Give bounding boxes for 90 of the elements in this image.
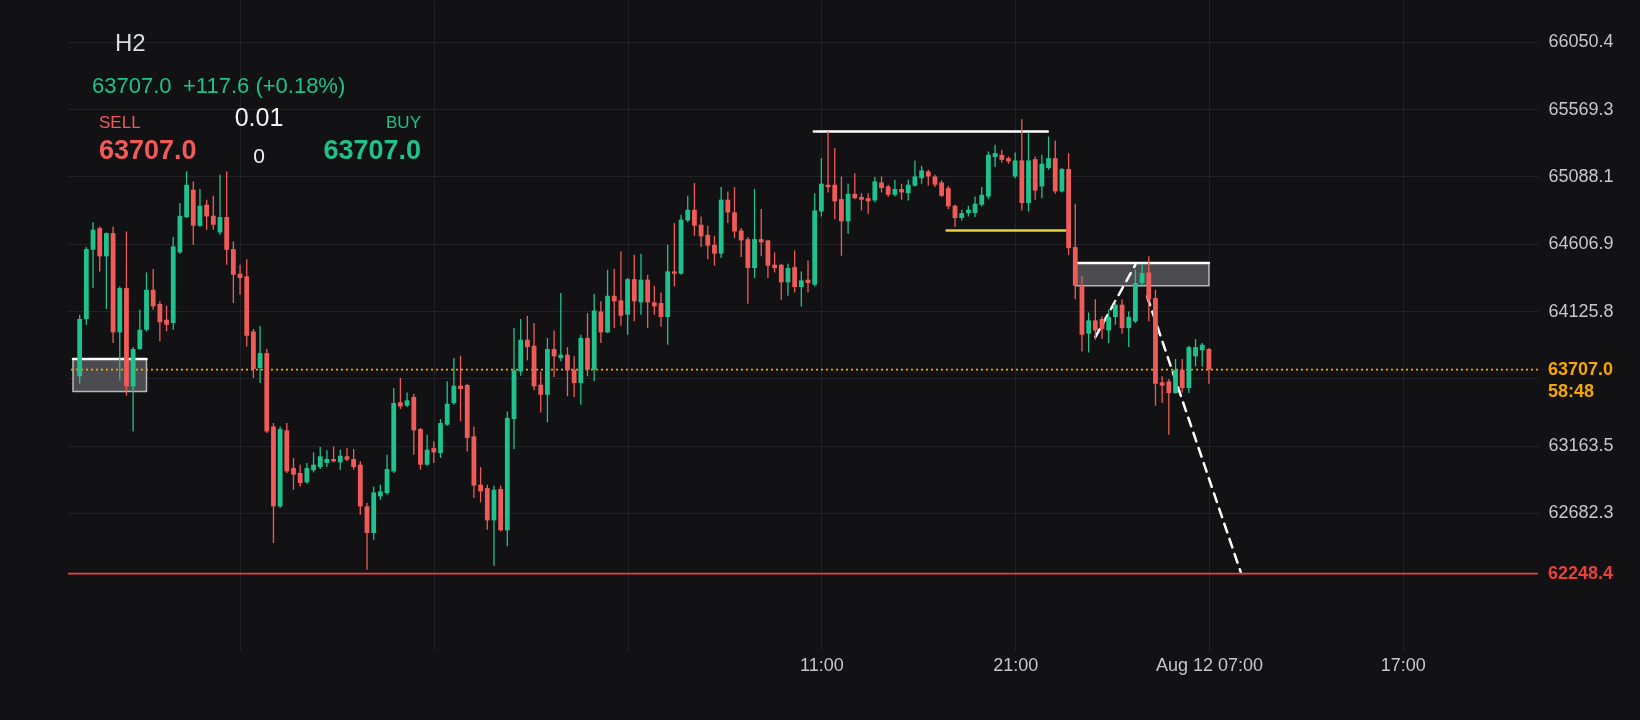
annotation: BUY	[386, 113, 421, 132]
candlestick	[992, 144, 998, 168]
candlestick	[892, 179, 898, 198]
candlestick	[865, 192, 871, 215]
candlestick	[611, 268, 617, 329]
candlestick	[671, 222, 677, 288]
candlestick	[478, 466, 483, 503]
candlestick	[712, 235, 717, 267]
text: 58:48	[1548, 381, 1595, 401]
candlestick	[919, 165, 924, 185]
candlestick	[351, 448, 357, 471]
candlestick	[431, 440, 437, 464]
candlestick	[631, 254, 637, 323]
candlestick	[1139, 263, 1145, 288]
y-tick-label: 62682.3	[1548, 502, 1614, 523]
candlestick	[1126, 310, 1132, 348]
y-tick-label: 64606.9	[1548, 233, 1614, 254]
candlestick	[524, 315, 530, 362]
candlestick	[1039, 154, 1045, 199]
text: H2	[115, 29, 146, 56]
ref-line-label: 62248.4	[1548, 562, 1614, 583]
candlestick	[692, 182, 697, 237]
y-tick-label: 64125.8	[1548, 300, 1614, 321]
candlestick	[979, 186, 985, 208]
candlestick	[772, 251, 777, 274]
candlestick	[1092, 298, 1098, 341]
candlestick	[317, 446, 323, 470]
candlestick	[558, 292, 564, 363]
candlestick	[1106, 309, 1112, 344]
candlestick	[732, 186, 737, 239]
candlestick	[1086, 311, 1092, 354]
annotation: 0.01	[234, 103, 284, 131]
x-tick-label: Aug 12 07:00	[1155, 654, 1263, 675]
candlestick	[424, 433, 430, 467]
x-tick-label: 11:00	[800, 654, 844, 675]
candlestick	[344, 447, 350, 462]
ref-line-label: 63707.0	[1548, 358, 1614, 379]
candlestick	[651, 285, 657, 316]
candlestick	[458, 355, 463, 422]
candlestick	[798, 270, 804, 308]
candlestick	[1199, 342, 1205, 368]
candlestick	[758, 208, 764, 257]
candlestick	[104, 231, 109, 310]
candlestick	[1046, 135, 1051, 171]
candlestick	[297, 464, 303, 488]
candlestick	[571, 355, 577, 398]
candlestick	[905, 179, 911, 202]
candlestick	[945, 185, 951, 210]
candlestick	[137, 309, 143, 351]
candlestick	[444, 380, 450, 427]
candlestick	[645, 274, 651, 329]
candlestick	[685, 195, 691, 223]
candlestick	[204, 199, 210, 231]
annotation: 63707.0	[99, 135, 197, 165]
candlestick	[164, 305, 169, 333]
annotation: SELL	[99, 113, 141, 132]
candlestick	[404, 391, 410, 408]
candlestick	[832, 147, 838, 220]
candlestick	[839, 175, 844, 257]
candlestick	[1173, 358, 1178, 395]
candlestick	[852, 172, 858, 200]
candlestick	[538, 370, 544, 414]
y-tick-label: 65569.3	[1548, 98, 1614, 119]
candlestick	[304, 462, 310, 485]
y-tick-label: 65088.1	[1548, 165, 1614, 186]
candlestick	[1179, 358, 1185, 394]
annotation: 0	[253, 144, 265, 167]
y-tick-label: 66050.4	[1548, 31, 1614, 52]
annotation: +117.6 (+0.18%)	[183, 73, 346, 98]
candlestick	[291, 457, 296, 491]
annotation: 63707.0	[323, 135, 421, 165]
candlestick	[778, 263, 784, 301]
candlestick	[912, 159, 918, 188]
candlestick	[792, 249, 798, 294]
y-tick-label: 63163.5	[1548, 435, 1614, 456]
candlestick	[451, 357, 457, 406]
candlestick	[725, 190, 731, 224]
candlestick	[311, 451, 316, 474]
x-tick-label: 17:00	[1380, 654, 1426, 675]
candlestick	[1112, 300, 1118, 326]
candlestick	[398, 377, 403, 410]
candlestick	[1193, 338, 1198, 368]
candlestick	[337, 449, 343, 471]
x-tick-label: 21:00	[993, 654, 1039, 675]
candlestick	[1012, 151, 1018, 179]
candlestick	[872, 176, 878, 204]
candlestick	[210, 195, 216, 231]
annotation: 63707.0	[92, 73, 172, 98]
candlestick	[598, 300, 604, 344]
candlestick	[565, 346, 570, 397]
